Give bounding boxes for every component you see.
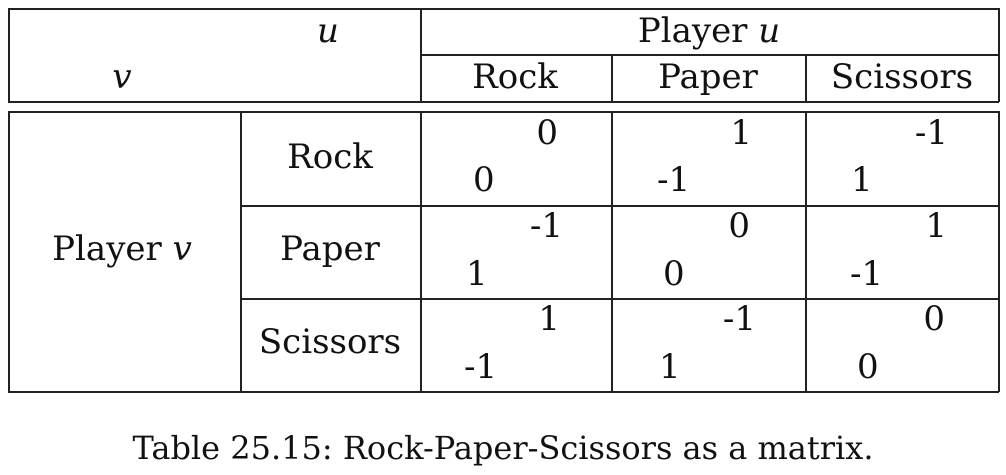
body-left-border xyxy=(8,111,10,392)
payoff-v-rock-scissors: 1 xyxy=(851,160,873,200)
body-row-divider-2 xyxy=(240,298,999,300)
header-left-border xyxy=(8,8,10,102)
payoff-v-scissors-rock: -1 xyxy=(464,347,498,387)
header-col-divider-2 xyxy=(805,54,807,102)
payoff-v-paper-scissors: -1 xyxy=(850,254,884,294)
header-right-border xyxy=(998,8,1000,102)
header-corner-divider xyxy=(420,8,422,102)
row-group-var: v xyxy=(172,229,192,269)
body-col-divider-1 xyxy=(611,111,613,392)
payoff-v-rock-paper: -1 xyxy=(657,160,691,200)
header-col-divider-1 xyxy=(611,54,613,102)
payoff-u-rock-rock: 0 xyxy=(536,113,558,153)
column-header-rock: Rock xyxy=(472,57,558,97)
payoff-u-paper-rock: -1 xyxy=(529,206,563,246)
column-header-scissors: Scissors xyxy=(830,57,974,97)
header-mid-border xyxy=(420,54,999,56)
column-header-paper: Paper xyxy=(658,57,758,97)
header-bottom-border xyxy=(8,101,999,103)
row-label-scissors: Scissors xyxy=(258,322,402,362)
table-caption: Table 25.15: Rock-Paper-Scissors as a ma… xyxy=(132,429,874,467)
body-top-border xyxy=(8,111,999,113)
body-right-border xyxy=(998,111,1000,392)
column-group-prefix: Player xyxy=(637,11,759,51)
payoff-v-paper-rock: 1 xyxy=(466,254,488,294)
payoff-v-paper-paper: 0 xyxy=(663,254,685,294)
body-label-divider xyxy=(420,111,422,392)
corner-label-v: v xyxy=(112,57,132,97)
payoff-u-paper-paper: 0 xyxy=(728,206,750,246)
payoff-u-scissors-scissors: 0 xyxy=(923,299,945,339)
column-group-header: Player u xyxy=(638,14,780,48)
payoff-u-paper-scissors: 1 xyxy=(925,206,947,246)
payoff-v-rock-rock: 0 xyxy=(473,160,495,200)
body-bottom-border xyxy=(8,391,999,393)
row-group-header: Player v xyxy=(52,232,192,266)
payoff-u-scissors-paper: -1 xyxy=(722,299,756,339)
row-label-paper: Paper xyxy=(280,229,380,269)
payoff-u-rock-paper: 1 xyxy=(730,113,752,153)
payoff-v-scissors-paper: 1 xyxy=(659,347,681,387)
payoff-u-rock-scissors: -1 xyxy=(914,113,948,153)
column-group-var: u xyxy=(758,11,781,51)
row-label-rock: Rock xyxy=(287,137,373,177)
payoff-v-scissors-scissors: 0 xyxy=(857,347,879,387)
row-group-prefix: Player xyxy=(52,229,173,269)
corner-label-u: u xyxy=(317,11,339,51)
payoff-u-scissors-rock: 1 xyxy=(538,299,560,339)
body-group-divider xyxy=(240,111,242,392)
body-col-divider-2 xyxy=(805,111,807,392)
header-top-border xyxy=(8,8,999,10)
body-row-divider-1 xyxy=(240,205,999,207)
